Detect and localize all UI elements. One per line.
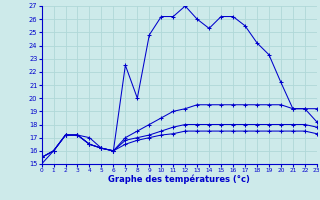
X-axis label: Graphe des températures (°c): Graphe des températures (°c) [108,175,250,184]
